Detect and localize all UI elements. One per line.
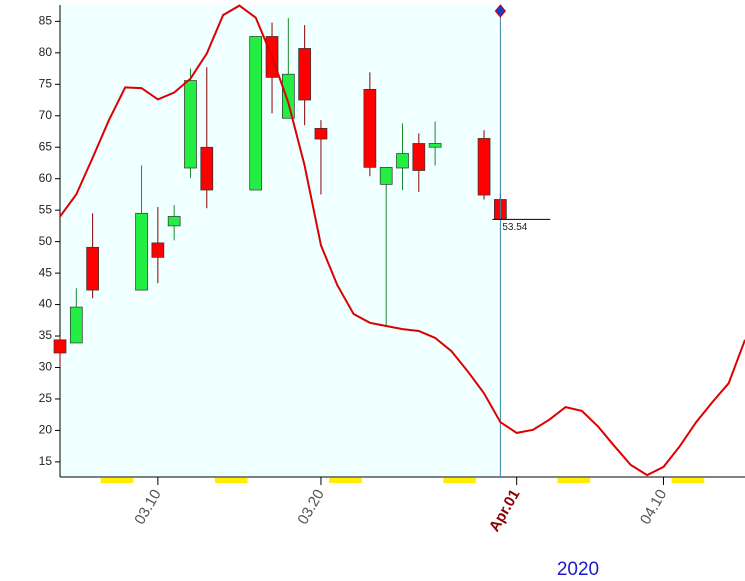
y-tick-label: 70 <box>39 108 53 122</box>
y-tick-label: 25 <box>39 391 53 405</box>
x-tick-label: 03.10 <box>131 486 164 527</box>
y-tick-label: 50 <box>39 234 53 248</box>
weekend-marker <box>117 478 134 483</box>
y-tick-label: 45 <box>39 265 53 279</box>
weekend-marker <box>100 478 118 483</box>
x-tick-label: Apr.01 <box>486 486 524 534</box>
y-tick-label: 85 <box>39 14 53 28</box>
y-tick-label: 60 <box>39 171 53 185</box>
candle-body <box>167 216 181 227</box>
candle-body <box>200 146 214 191</box>
candle-body <box>281 73 295 119</box>
last-close-label: 53.54 <box>502 222 527 233</box>
y-tick-label: 40 <box>39 297 53 311</box>
y-tick-label: 55 <box>39 202 53 216</box>
y-tick-label: 35 <box>39 328 53 342</box>
y-tick-label: 20 <box>39 423 53 437</box>
candle-body <box>477 138 491 196</box>
weekend-marker <box>329 478 346 483</box>
last-bar-diamond <box>494 4 507 18</box>
year-label: 2020 <box>557 559 599 580</box>
y-tick-label: 80 <box>39 45 53 59</box>
candle-body <box>298 48 311 101</box>
weekend-marker <box>231 478 248 483</box>
candle-body <box>412 143 426 171</box>
candle-body <box>151 242 165 258</box>
weekend-marker <box>345 478 362 483</box>
weekend-marker <box>214 478 232 483</box>
weekend-marker <box>671 478 688 483</box>
candle-body <box>184 80 197 169</box>
y-tick-label: 15 <box>39 454 53 468</box>
candle-body <box>249 36 263 191</box>
candle-body <box>86 246 99 291</box>
weekend-marker <box>443 478 460 483</box>
candle-body <box>135 212 148 291</box>
candle-body <box>428 143 442 148</box>
weekend-marker <box>557 478 574 483</box>
weekend-marker <box>573 478 591 483</box>
y-tick-label: 65 <box>39 139 53 153</box>
plot-shade <box>60 5 497 477</box>
candle-body <box>53 339 67 354</box>
y-tick-label: 75 <box>39 76 53 90</box>
line-series <box>60 4 745 477</box>
weekend-marker <box>687 478 705 483</box>
y-tick-label: 30 <box>39 360 53 374</box>
candle-body <box>363 88 377 168</box>
weekend-marker <box>459 478 476 483</box>
candle-body <box>379 167 393 185</box>
candle-body <box>314 127 328 140</box>
x-tick-label: 03.20 <box>294 486 327 527</box>
candle-body <box>69 306 83 344</box>
x-tick-label: 04.10 <box>637 486 670 527</box>
candle-body <box>396 153 409 169</box>
